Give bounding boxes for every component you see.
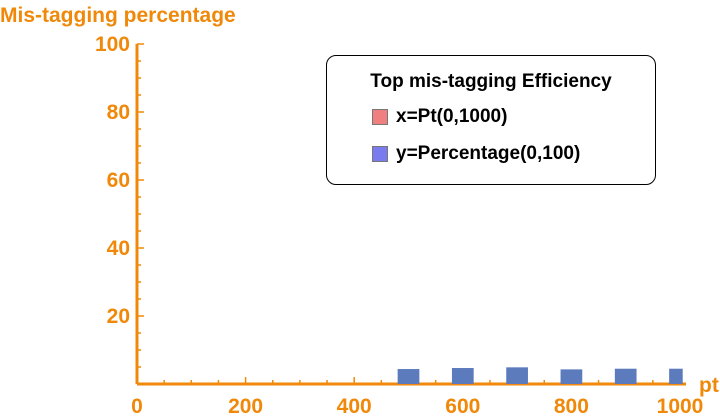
bar: [397, 369, 420, 384]
y-tick-label: 40: [107, 237, 130, 260]
x-tick-label: 800: [554, 395, 589, 418]
x-tick-label: 600: [445, 395, 480, 418]
y-tick-label: 20: [107, 305, 130, 328]
x-axis-label: pt: [699, 374, 719, 397]
bar: [669, 368, 683, 384]
legend-item-x: x=Pt(0,1000): [372, 106, 507, 128]
legend-label-y: y=Percentage(0,100): [396, 143, 581, 164]
legend-item-y: y=Percentage(0,100): [372, 143, 580, 165]
legend-swatch-blue: [372, 146, 388, 162]
bar: [506, 367, 528, 384]
y-tick-label: 60: [107, 169, 130, 192]
legend-swatch-red: [372, 109, 388, 125]
y-tick-label: 100: [95, 33, 130, 56]
legend-label-x: x=Pt(0,1000): [396, 106, 508, 127]
x-tick-label: 0: [131, 395, 143, 418]
x-tick-label: 400: [337, 395, 372, 418]
bar: [614, 368, 637, 384]
bar: [451, 368, 474, 384]
y-tick-label: 80: [107, 101, 130, 124]
legend: Top mis-tagging Efficiency x=Pt(0,1000) …: [326, 55, 656, 185]
x-tick-label: 200: [228, 395, 263, 418]
chart-title: Mis-tagging percentage: [0, 4, 236, 27]
legend-title: Top mis-tagging Efficiency: [370, 71, 612, 92]
x-tick-label: 1000: [657, 395, 704, 418]
bars: [397, 367, 683, 384]
bar: [560, 369, 583, 384]
